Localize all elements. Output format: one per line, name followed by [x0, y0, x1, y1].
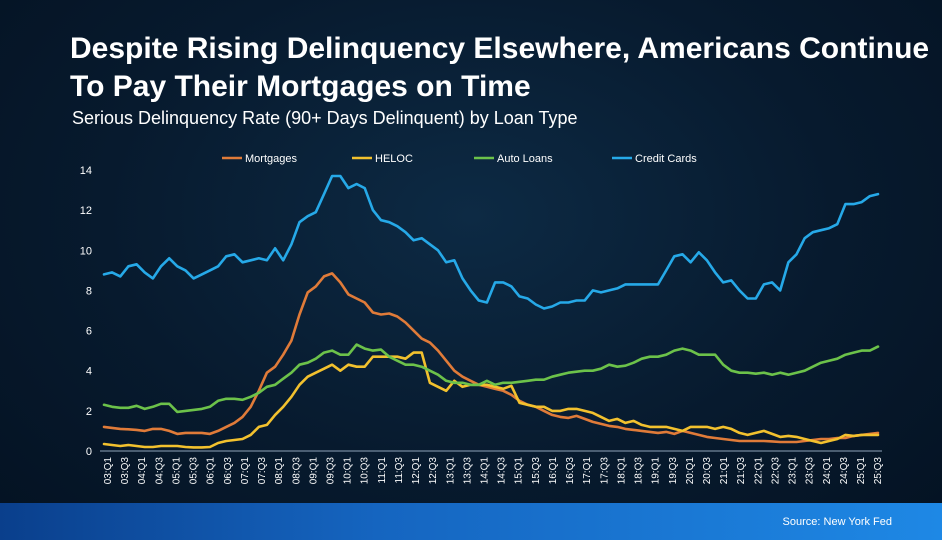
x-tick-label: 05:Q3: [189, 457, 200, 485]
source-label: Source: New York Fed: [782, 516, 892, 528]
series-line-credit-cards: [102, 174, 880, 310]
x-tick-label: 06:Q1: [206, 457, 217, 485]
x-tick-label: 10:Q1: [343, 457, 354, 485]
legend-label: Mortgages: [245, 153, 297, 165]
x-tick-label: 19:Q3: [668, 457, 679, 485]
x-tick-label: 07:Q3: [257, 457, 268, 485]
x-tick-label: 13:Q1: [445, 457, 456, 485]
x-tick-label: 20:Q1: [685, 457, 696, 485]
series-line-auto-loans: [102, 343, 880, 414]
legend-label: Credit Cards: [635, 153, 697, 165]
series-line-mortgages: [102, 272, 880, 444]
x-tick-label: 14:Q1: [480, 457, 491, 485]
x-tick-label: 03:Q1: [103, 457, 114, 485]
y-tick-label: 6: [86, 326, 92, 338]
x-tick-label: 20:Q3: [702, 457, 713, 485]
y-tick-label: 8: [86, 285, 92, 297]
y-tick-label: 14: [80, 165, 92, 177]
y-tick-label: 4: [86, 366, 92, 378]
x-tick-label: 22:Q1: [753, 457, 764, 485]
x-tick-label: 04:Q3: [154, 457, 165, 485]
x-tick-label: 24:Q3: [839, 457, 850, 485]
x-tick-label: 18:Q3: [634, 457, 645, 485]
y-tick-label: 0: [86, 446, 92, 458]
y-tick-label: 2: [86, 406, 92, 418]
x-tick-label: 11:Q1: [377, 457, 388, 484]
x-tick-label: 06:Q3: [223, 457, 234, 485]
x-tick-label: 25:Q1: [856, 457, 867, 485]
footer-bar: Source: New York Fed: [0, 503, 942, 540]
series-line-heloc: [102, 351, 880, 449]
x-tick-label: 21:Q1: [719, 457, 730, 485]
y-tick-label: 10: [80, 245, 92, 257]
chart-subtitle: Serious Delinquency Rate (90+ Days Delin…: [72, 108, 578, 128]
x-tick-label: 17:Q3: [599, 457, 610, 485]
x-tick-label: 09:Q1: [308, 457, 319, 485]
x-tick-label: 11:Q3: [394, 457, 405, 484]
x-tick-label: 12:Q1: [411, 457, 422, 485]
x-tick-label: 05:Q1: [171, 457, 182, 485]
line-chart: 0 2 4 6 8 10 12 14 03:Q1 03:Q3 04:Q1 04:Q3 05:Q1 05:Q…: [80, 153, 884, 485]
x-tick-label: 18:Q1: [616, 457, 627, 485]
x-tick-label: 23:Q1: [788, 457, 799, 485]
legend-label: HELOC: [375, 153, 413, 165]
x-tick-label: 22:Q3: [770, 457, 781, 485]
x-tick-label: 07:Q1: [240, 457, 251, 485]
x-tick-label: 10:Q3: [360, 457, 371, 485]
x-tick-label: 15:Q1: [514, 457, 525, 485]
legend-label: Auto Loans: [497, 153, 553, 165]
y-tick-label: 12: [80, 205, 92, 217]
x-tick-label: 08:Q3: [291, 457, 302, 485]
x-tick-label: 14:Q3: [497, 457, 508, 485]
x-tick-label: 16:Q3: [565, 457, 576, 485]
x-tick-label: 17:Q1: [582, 457, 593, 485]
x-tick-label: 23:Q3: [805, 457, 816, 485]
x-tick-label: 24:Q1: [822, 457, 833, 485]
x-tick-label: 09:Q3: [325, 457, 336, 485]
x-tick-label: 04:Q1: [137, 457, 148, 485]
x-tick-label: 13:Q3: [462, 457, 473, 485]
x-tick-label: 16:Q1: [548, 457, 559, 485]
x-tick-label: 08:Q1: [274, 457, 285, 485]
x-tick-label: 15:Q3: [531, 457, 542, 485]
x-tick-label: 19:Q1: [651, 457, 662, 485]
x-tick-label: 21:Q3: [736, 457, 747, 485]
x-tick-label: 12:Q3: [428, 457, 439, 485]
chart-title: Despite Rising Delinquency Elsewhere, Am…: [70, 32, 930, 103]
x-tick-label: 25:Q3: [873, 457, 884, 485]
x-tick-label: 03:Q3: [120, 457, 131, 485]
